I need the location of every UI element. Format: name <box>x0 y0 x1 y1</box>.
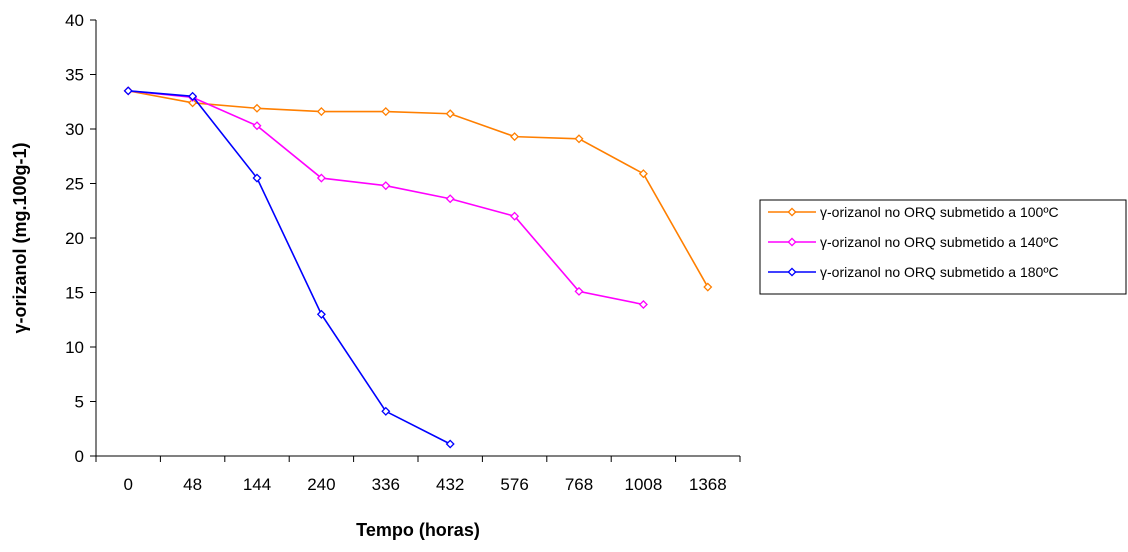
legend-label: γ-orizanol no ORQ submetido a 180ºC <box>820 264 1059 280</box>
data-point <box>316 107 326 117</box>
series-line <box>128 90 451 445</box>
x-tick-label: 768 <box>565 475 593 494</box>
y-axis-title: γ-orizanol (mg.100g-1) <box>10 142 30 333</box>
data-point <box>574 286 584 296</box>
legend-swatch-marker <box>787 267 797 277</box>
y-tick-label: 15 <box>65 284 84 303</box>
data-point <box>703 282 713 292</box>
y-tick-label: 0 <box>75 447 84 466</box>
data-point <box>510 211 520 221</box>
series-2 <box>123 86 648 310</box>
data-point <box>252 173 262 183</box>
legend-swatch-marker <box>787 237 797 247</box>
data-point <box>381 181 391 191</box>
data-point <box>316 309 326 319</box>
data-point <box>188 91 198 101</box>
data-point <box>123 86 133 96</box>
series-line <box>128 90 709 288</box>
x-tick-label: 144 <box>243 475 271 494</box>
plot-area: 0 5 10 15 20 25 30 35 40 0 48 144 240 336 432 576 768 10… <box>65 11 741 494</box>
legend: γ-orizanol no ORQ submetido a 100ºC γ-ori… <box>759 199 1127 295</box>
y-tick-label: 30 <box>65 120 84 139</box>
series-1 <box>123 86 713 292</box>
data-point <box>252 121 262 131</box>
x-tick-label: 336 <box>372 475 400 494</box>
y-tick-label: 10 <box>65 338 84 357</box>
data-point <box>188 98 198 108</box>
data-point <box>316 173 326 183</box>
data-point <box>381 406 391 416</box>
x-tick-label: 1008 <box>624 475 662 494</box>
x-tick-label: 1368 <box>689 475 727 494</box>
x-tick-label: 0 <box>123 475 132 494</box>
series-layer <box>123 86 713 449</box>
data-point <box>445 439 455 449</box>
x-tick-label: 240 <box>307 475 335 494</box>
data-point <box>445 109 455 119</box>
data-point <box>445 194 455 204</box>
data-point <box>638 169 648 179</box>
x-tick-label: 432 <box>436 475 464 494</box>
legend-label: γ-orizanol no ORQ submetido a 140ºC <box>820 234 1059 250</box>
y-tick-label: 5 <box>75 393 84 412</box>
legend-item: γ-orizanol no ORQ submetido a 140ºC <box>768 234 1059 250</box>
data-point <box>574 134 584 144</box>
legend-swatch-marker <box>787 207 797 217</box>
x-axis-title: Tempo (horas) <box>356 520 480 540</box>
y-tick-label: 40 <box>65 11 84 30</box>
series-line <box>128 90 644 306</box>
y-tick-label: 25 <box>65 175 84 194</box>
x-tick-label: 576 <box>500 475 528 494</box>
series-3 <box>123 86 455 449</box>
data-point <box>510 132 520 142</box>
y-tick-label: 20 <box>65 229 84 248</box>
legend-label: γ-orizanol no ORQ submetido a 100ºC <box>820 204 1059 220</box>
x-axis-ticks: 0 48 144 240 336 432 576 768 1008 1368 <box>95 456 741 494</box>
legend-item: γ-orizanol no ORQ submetido a 180ºC <box>768 264 1059 280</box>
data-point <box>381 107 391 117</box>
data-point <box>252 103 262 113</box>
y-tick-label: 35 <box>65 66 84 85</box>
y-axis-ticks: 0 5 10 15 20 25 30 35 40 <box>65 11 96 466</box>
x-tick-label: 48 <box>183 475 202 494</box>
data-point <box>638 299 648 310</box>
legend-box <box>759 199 1127 295</box>
legend-item: γ-orizanol no ORQ submetido a 100ºC <box>768 204 1059 220</box>
